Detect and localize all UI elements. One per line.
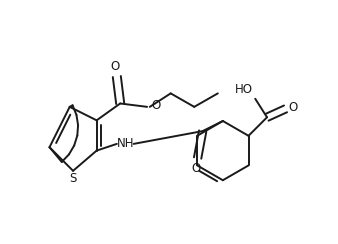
Text: S: S [69, 173, 77, 185]
Text: HO: HO [235, 83, 252, 96]
Text: O: O [111, 60, 120, 73]
Text: O: O [151, 99, 161, 112]
Text: O: O [191, 162, 200, 175]
Text: O: O [288, 101, 297, 114]
Text: NH: NH [117, 137, 134, 150]
